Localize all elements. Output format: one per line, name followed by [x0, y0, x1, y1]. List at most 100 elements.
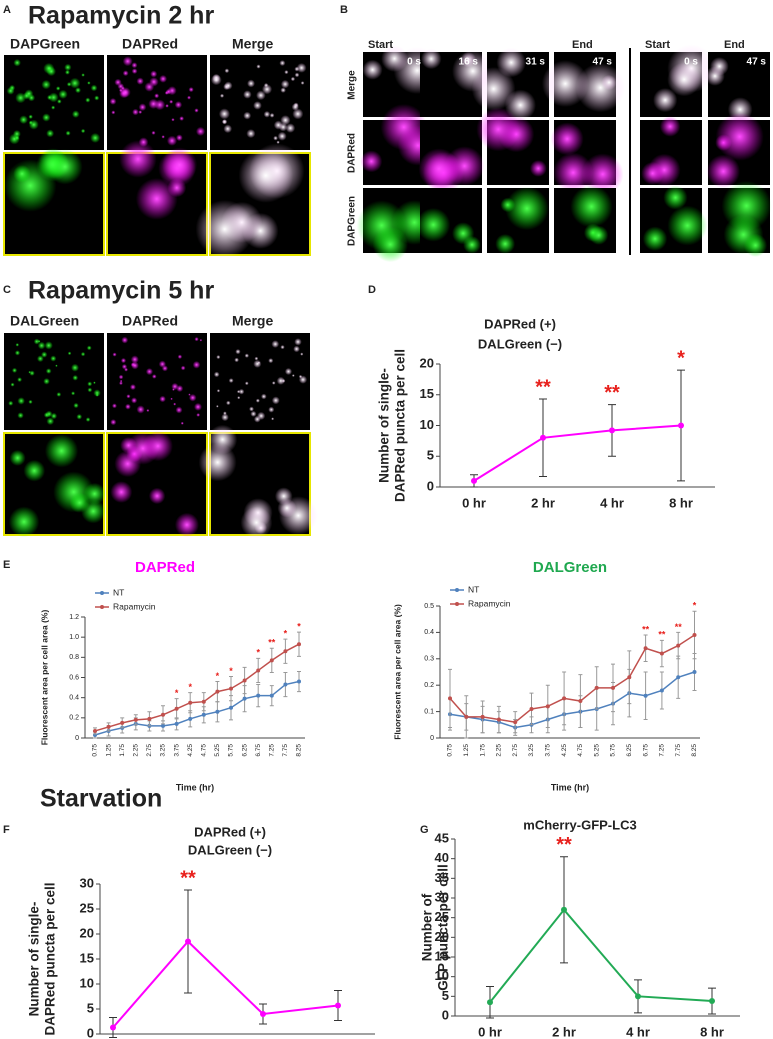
- data-point: [709, 998, 715, 1005]
- y-tick-label: 1.0: [69, 634, 79, 641]
- x-tick-label: 5.25: [593, 744, 600, 757]
- y-axis-label: DAPRed puncta per cell: [393, 349, 408, 502]
- puncta: [710, 57, 729, 76]
- puncta: [42, 113, 51, 122]
- puncta: [8, 400, 14, 406]
- data-point: [635, 993, 641, 1000]
- puncta: [541, 60, 589, 107]
- puncta: [271, 340, 280, 348]
- puncta: [221, 413, 229, 422]
- puncta: [80, 351, 86, 357]
- puncta: [226, 400, 231, 406]
- puncta: [47, 149, 83, 185]
- puncta: [130, 355, 139, 364]
- data-point: [201, 699, 206, 704]
- y-tick-label: 15: [80, 950, 94, 965]
- puncta: [87, 81, 91, 85]
- puncta: [126, 394, 131, 399]
- series-line: [112, 940, 339, 1029]
- puncta: [642, 226, 668, 251]
- y-tick-label: 0.2: [424, 682, 434, 689]
- x-axis-label: Time (hr): [176, 782, 214, 792]
- x-tick-label: 1.25: [463, 744, 470, 757]
- x-axis-label: Time (hr): [551, 782, 589, 792]
- puncta: [109, 98, 117, 105]
- y-tick-label: 30: [435, 889, 449, 904]
- puncta: [195, 199, 254, 259]
- y-tick-label: 0: [75, 735, 79, 742]
- puncta: [71, 363, 80, 372]
- panel-letter: B: [340, 4, 348, 16]
- puncta: [581, 153, 624, 195]
- x-tick-label: 5.25: [214, 744, 221, 757]
- image-label: Merge: [232, 36, 273, 52]
- puncta: [159, 74, 168, 83]
- column-label: Start: [645, 39, 670, 51]
- puncta: [263, 83, 269, 88]
- x-tick-label: 0 hr: [462, 495, 486, 510]
- puncta: [72, 374, 79, 381]
- data-point: [540, 434, 546, 441]
- puncta: [244, 381, 249, 386]
- significance: **: [604, 382, 620, 404]
- puncta: [15, 343, 20, 347]
- puncta: [95, 393, 99, 397]
- y-tick-label: 0.1: [424, 708, 434, 715]
- puncta: [362, 59, 383, 80]
- puncta: [37, 339, 41, 343]
- chart-title: DAPRed: [135, 559, 195, 576]
- puncta: [236, 390, 241, 394]
- data-point: [229, 705, 233, 710]
- data-point: [174, 706, 179, 711]
- y-tick-label: 35: [435, 870, 449, 885]
- y-axis-label: Number of single-: [27, 902, 42, 1017]
- puncta: [11, 367, 18, 373]
- puncta: [93, 389, 101, 397]
- x-tick-label: 0 hr: [478, 1024, 502, 1039]
- puncta: [667, 62, 702, 97]
- data-point: [188, 700, 193, 705]
- puncta: [41, 79, 51, 90]
- data-point: [529, 706, 534, 711]
- puncta: [246, 129, 256, 139]
- x-tick-label: 2 hr: [552, 1024, 576, 1039]
- data-point: [562, 696, 567, 701]
- legend-label: NT: [113, 587, 124, 597]
- y-tick-label: 15: [420, 386, 434, 401]
- y-tick-label: 0.5: [424, 603, 434, 610]
- timestamp: 47 s: [593, 57, 613, 68]
- data-point: [464, 714, 469, 719]
- puncta: [261, 393, 267, 400]
- puncta: [57, 99, 62, 104]
- puncta: [170, 397, 173, 401]
- puncta: [24, 89, 34, 99]
- puncta: [43, 377, 50, 385]
- y-tick-label: 20: [420, 355, 434, 370]
- y-tick-label: 25: [435, 909, 449, 924]
- significance: *: [175, 688, 179, 698]
- y-tick-label: 20: [435, 929, 449, 944]
- puncta: [94, 95, 100, 101]
- x-tick-label: 1.75: [119, 744, 126, 757]
- puncta: [269, 112, 275, 118]
- series-line: [94, 680, 300, 736]
- series-line: [94, 643, 300, 732]
- puncta: [6, 86, 15, 95]
- puncta: [159, 395, 166, 403]
- puncta: [158, 360, 167, 368]
- data-point: [269, 693, 274, 698]
- puncta: [132, 108, 139, 116]
- column-label: End: [724, 39, 745, 51]
- puncta: [253, 359, 262, 368]
- puncta: [268, 358, 274, 364]
- puncta: [659, 116, 681, 137]
- y-tick-label: 10: [80, 975, 94, 990]
- puncta: [221, 119, 228, 125]
- puncta: [154, 93, 160, 99]
- data-point: [659, 688, 664, 693]
- data-point: [578, 699, 583, 704]
- image-label: Merge: [232, 313, 273, 329]
- puncta: [131, 62, 138, 69]
- x-tick-label: 2.75: [146, 744, 153, 757]
- x-tick-label: 2.75: [512, 744, 519, 757]
